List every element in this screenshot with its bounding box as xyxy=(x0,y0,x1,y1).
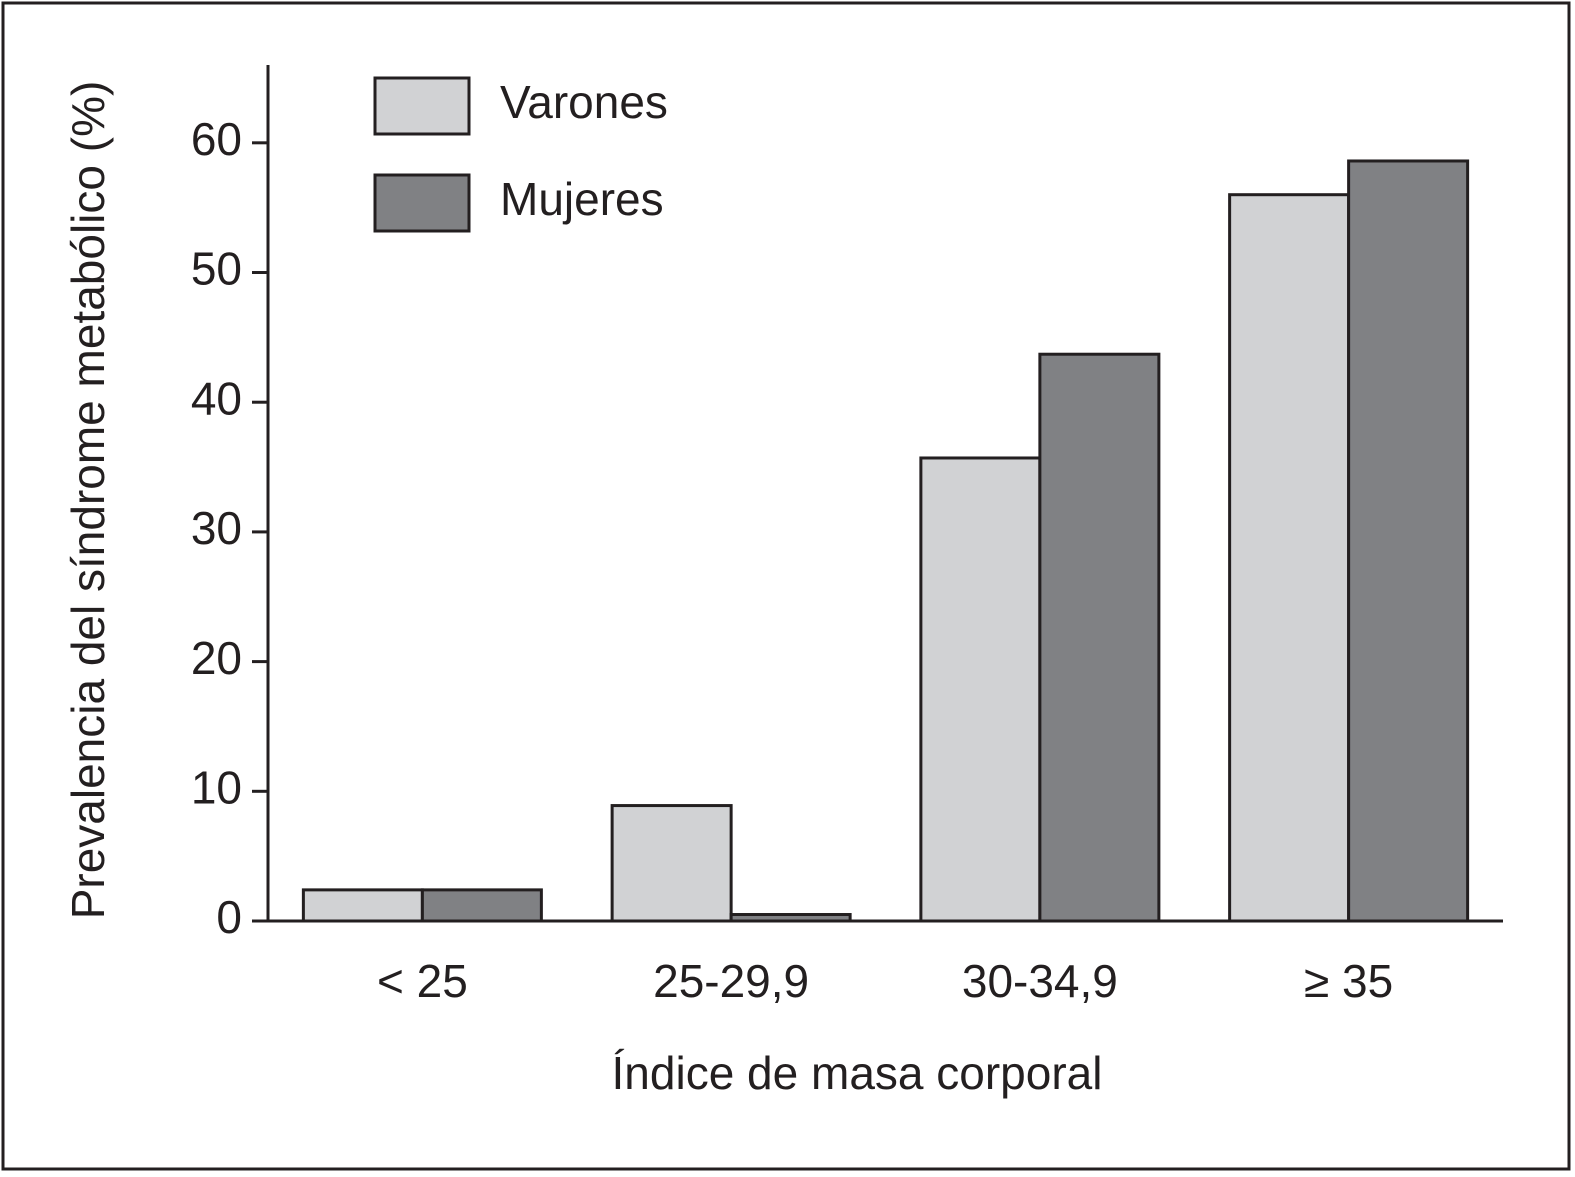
legend-swatch xyxy=(373,76,471,136)
y-axis-title: Prevalencia del síndrome metabólico (%) xyxy=(62,81,114,920)
y-tick-label: 20 xyxy=(191,632,242,684)
y-tick-label: 40 xyxy=(191,372,242,424)
bar xyxy=(610,804,733,923)
y-tick-label: 10 xyxy=(191,761,242,813)
legend-swatch xyxy=(373,173,471,233)
bar xyxy=(919,456,1042,923)
bar xyxy=(1347,159,1470,923)
legend-label: Varones xyxy=(500,76,668,128)
x-tick-label: < 25 xyxy=(377,955,468,1007)
bar xyxy=(301,888,424,923)
x-axis-title: Índice de masa corporal xyxy=(612,1047,1103,1099)
bar xyxy=(1038,352,1161,923)
legend-label: Mujeres xyxy=(500,173,664,225)
y-tick-label: 0 xyxy=(216,891,242,943)
x-tick-label: 30-34,9 xyxy=(962,955,1118,1007)
bar xyxy=(1228,193,1351,923)
bar xyxy=(420,888,543,923)
y-tick-label: 50 xyxy=(191,243,242,295)
x-tick-label: 25-29,9 xyxy=(653,955,809,1007)
y-tick-label: 60 xyxy=(191,113,242,165)
y-tick-label: 30 xyxy=(191,502,242,554)
x-tick-label: ≥ 35 xyxy=(1304,955,1393,1007)
